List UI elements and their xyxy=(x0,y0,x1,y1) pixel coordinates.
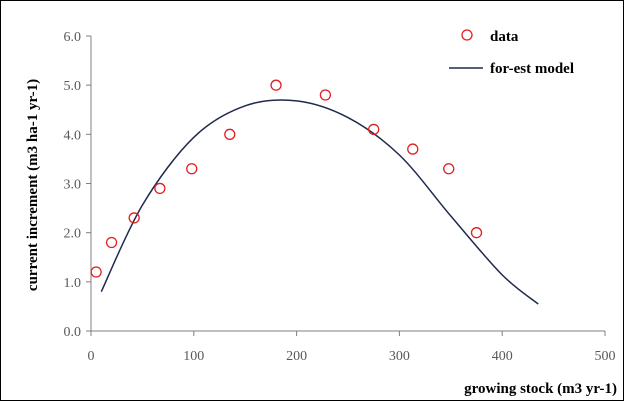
x-tick-label: 200 xyxy=(286,349,307,364)
data-point xyxy=(319,89,332,101)
y-tick-label: 5.0 xyxy=(64,79,82,94)
y-tick-label: 2.0 xyxy=(64,227,82,242)
legend-data-marker xyxy=(461,29,473,41)
data-point xyxy=(128,212,140,224)
y-tick-label: 3.0 xyxy=(64,178,82,193)
legend: data for-est model xyxy=(449,29,574,77)
y-tick-label: 0.0 xyxy=(64,325,82,340)
data-point xyxy=(224,128,236,140)
data-point xyxy=(154,182,166,195)
model-curve-path xyxy=(100,99,539,305)
axes xyxy=(90,36,605,332)
data-points xyxy=(90,79,483,278)
y-tick-label: 6.0 xyxy=(64,30,82,45)
data-point xyxy=(270,79,282,91)
x-axis-label: growing stock (m3 yr-1) xyxy=(464,381,617,397)
x-tick-label: 100 xyxy=(183,349,204,364)
data-point xyxy=(105,236,118,249)
x-tick-label: 0 xyxy=(88,349,95,364)
y-axis-label: current increment (m3 ha-1 yr-1) xyxy=(25,79,41,291)
legend-data-label: data xyxy=(490,29,519,45)
y-tick-label: 4.0 xyxy=(64,128,82,143)
data-point xyxy=(407,143,419,155)
legend-model-label: for-est model xyxy=(490,61,574,77)
data-point xyxy=(470,227,483,239)
data-point xyxy=(90,266,102,278)
x-tick-label: 300 xyxy=(389,349,410,364)
data-point xyxy=(368,123,380,136)
y-tick-label: 1.0 xyxy=(64,276,82,291)
ticks: 0.0 1.0 2.0 3.0 4.0 5.0 6.0 0 100 200 300 400 500 xyxy=(64,30,616,364)
data-point xyxy=(443,163,455,175)
data-point xyxy=(186,163,198,175)
x-tick-label: 500 xyxy=(595,349,616,364)
model-curve xyxy=(100,99,539,305)
x-tick-label: 400 xyxy=(492,349,513,364)
